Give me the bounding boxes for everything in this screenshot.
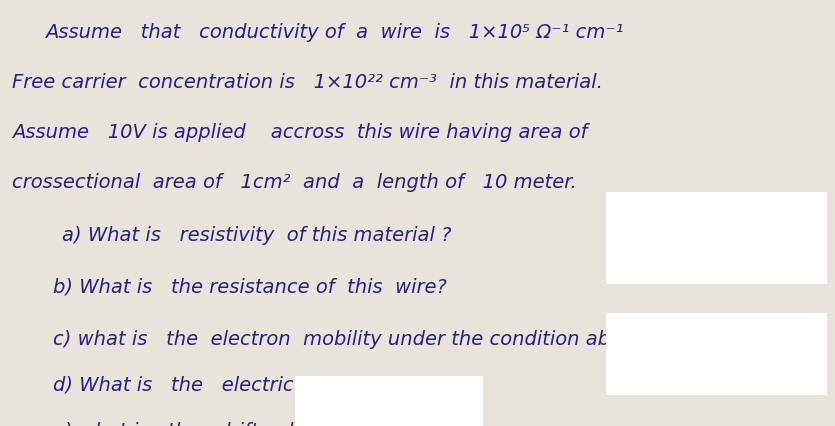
Bar [605, 192, 827, 284]
Text: e) what is   the   drift velocity?: e) what is the drift velocity? [53, 422, 352, 426]
Text: b) What is   the resistance of  this  wire?: b) What is the resistance of this wire? [53, 278, 448, 297]
Text: crossectional  area of   1cm²  and  a  length of   10 meter.: crossectional area of 1cm² and a length … [13, 173, 577, 193]
Text: d) What is   the   electric  field ?: d) What is the electric field ? [53, 376, 365, 395]
Text: a) What is   resistivity  of this material ?: a) What is resistivity of this material … [62, 225, 451, 245]
Text: Free carrier  concentration is   1×10²² cm⁻³  in this material.: Free carrier concentration is 1×10²² cm⁻… [13, 73, 604, 92]
Text: Assume   10V is applied    accross  this wire having area of: Assume 10V is applied accross this wire … [13, 123, 588, 142]
Text: c) what is   the  electron  mobility under the condition above: c) what is the electron mobility under t… [53, 330, 645, 349]
Text: Assume   that   conductivity of  a  wire  is   1×10⁵ Ω⁻¹ cm⁻¹: Assume that conductivity of a wire is 1×… [45, 23, 624, 42]
Bar [605, 313, 827, 394]
Bar [295, 376, 483, 426]
